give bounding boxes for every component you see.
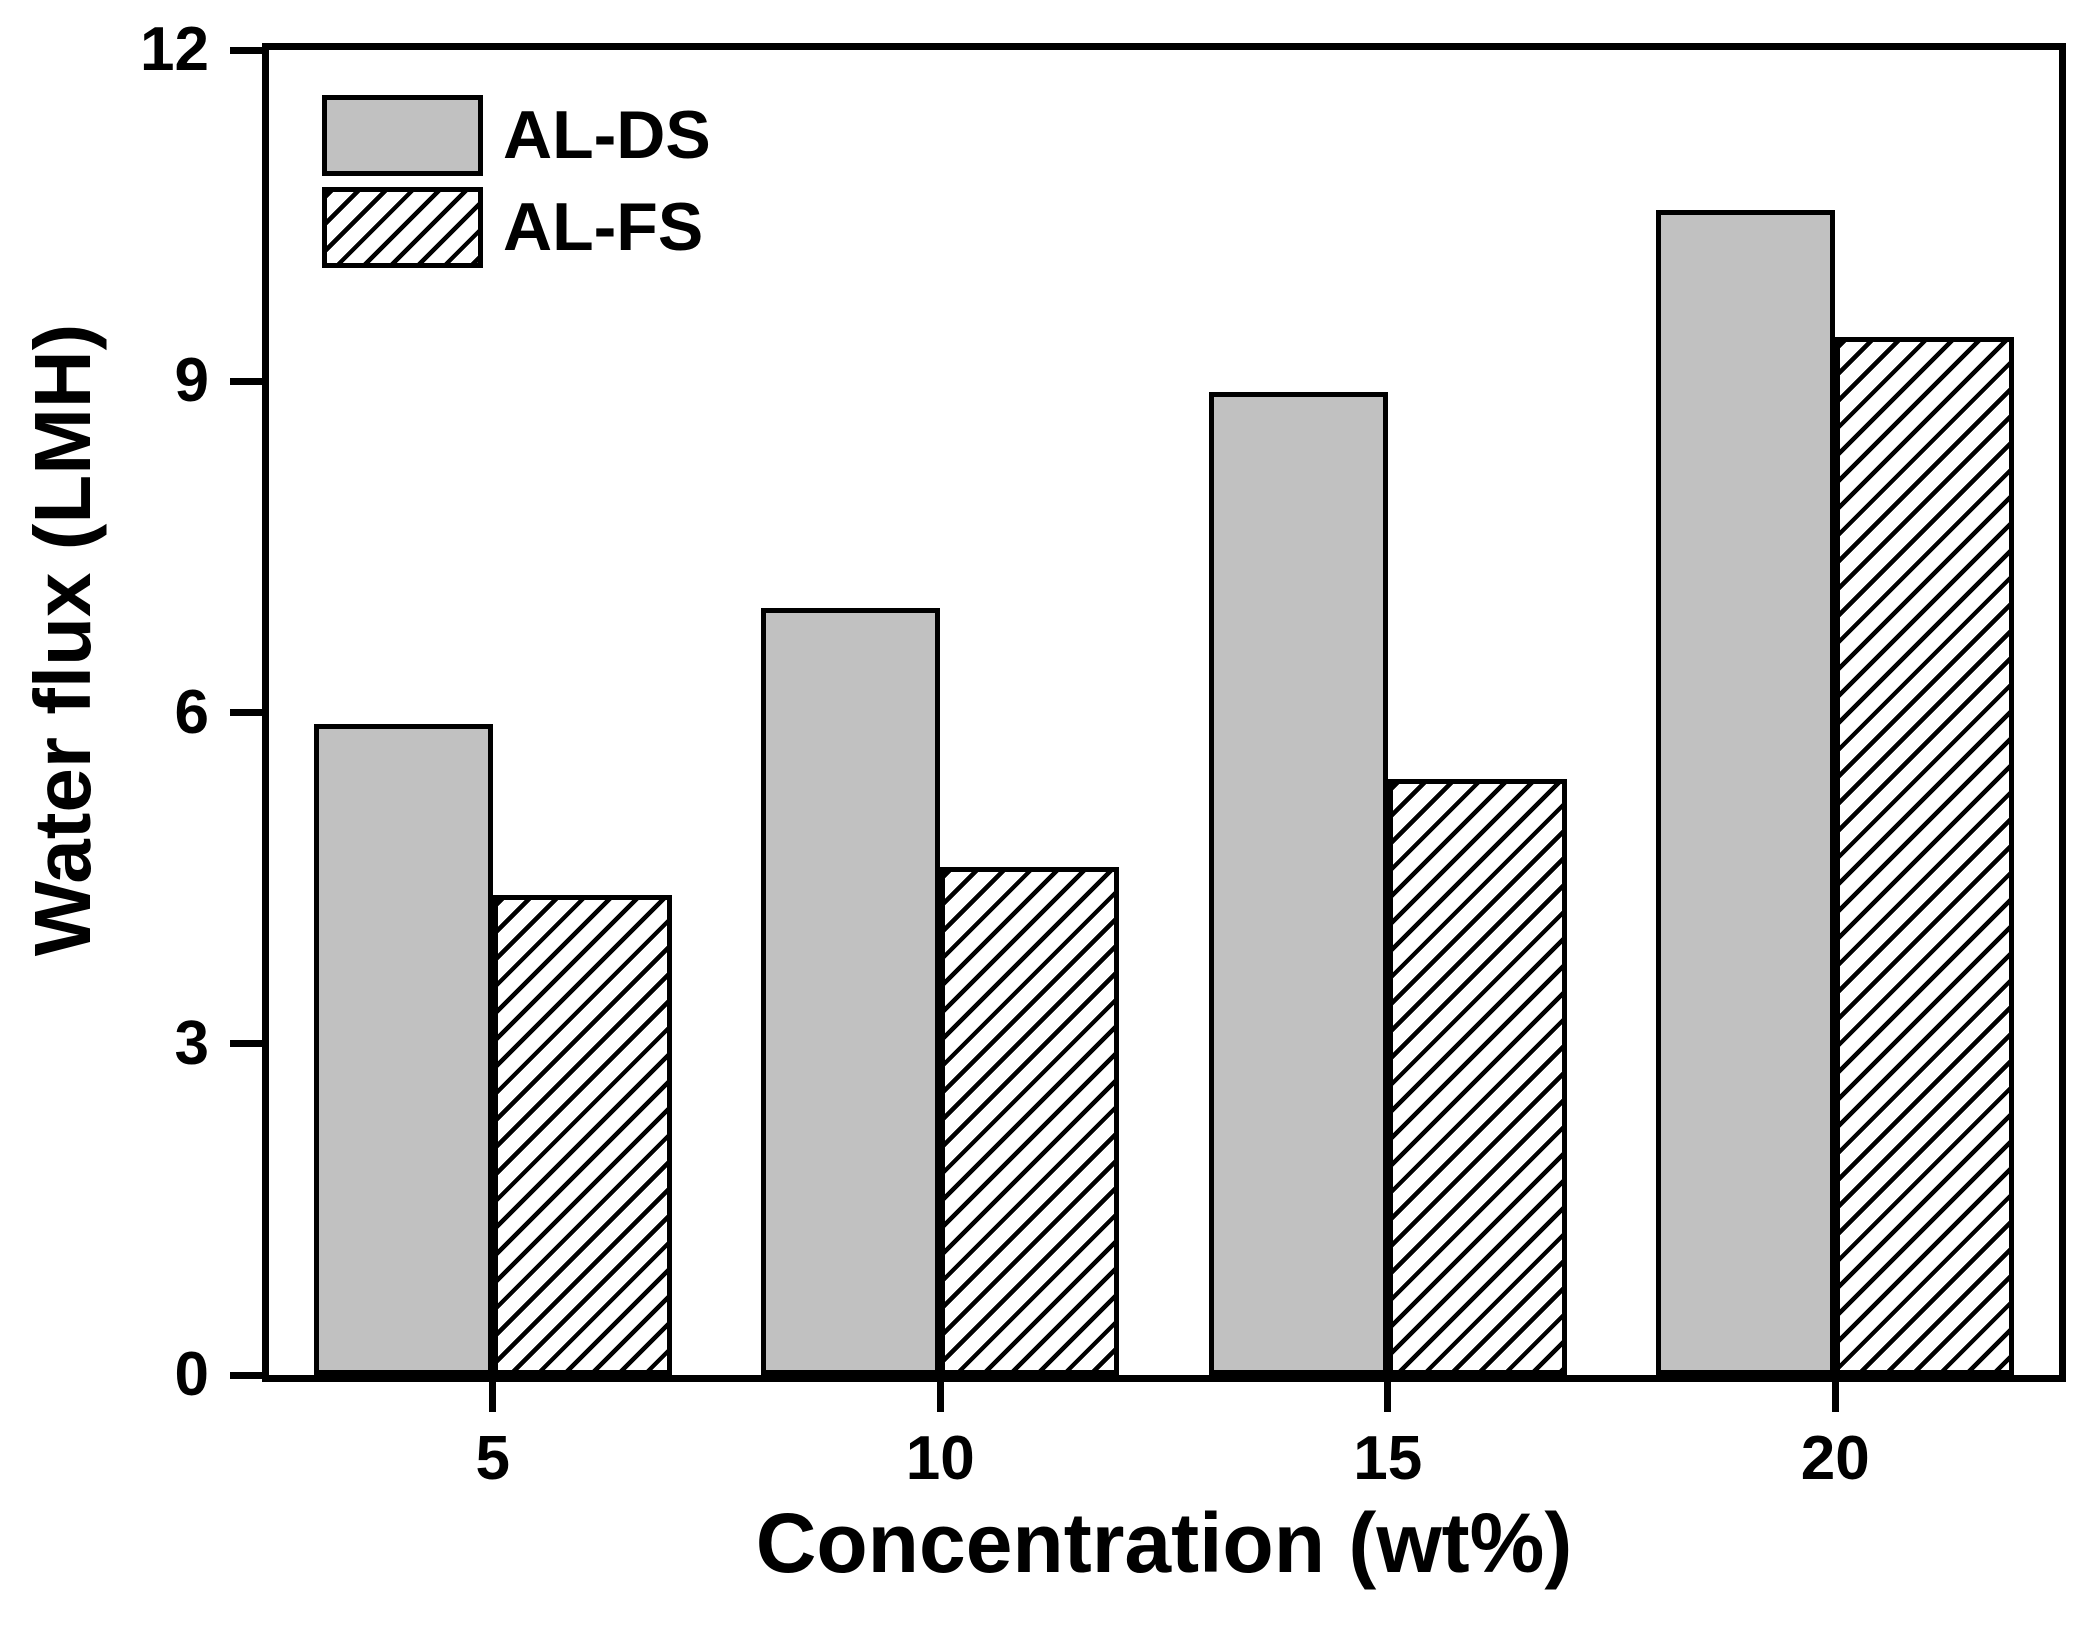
bar-al-fs-10wt xyxy=(940,867,1120,1375)
y-axis-tick-label: 6 xyxy=(174,677,209,747)
bar-al-ds-10wt xyxy=(761,607,941,1375)
y-axis-tick xyxy=(230,1040,262,1048)
x-axis-tick-label: 10 xyxy=(905,1424,975,1493)
x-axis-tick xyxy=(489,1382,497,1412)
y-axis-tick xyxy=(230,1371,262,1379)
legend-swatch-diagonal-hatch xyxy=(322,187,483,268)
bar-al-ds-15wt xyxy=(1208,392,1388,1375)
x-axis-title: Concentration (wt%) xyxy=(755,1496,1573,1590)
y-axis-title: Water flux (LMH) xyxy=(18,323,107,957)
bar-al-fs-20wt xyxy=(1835,337,2015,1375)
legend-item-al-fs: AL-FS xyxy=(322,187,711,268)
legend-label: AL-FS xyxy=(503,189,704,265)
legend-label: AL-DS xyxy=(503,97,711,173)
bar-al-fs-15wt xyxy=(1387,778,1567,1375)
bar-al-ds-5wt xyxy=(313,723,493,1375)
legend: AL-DS AL-FS xyxy=(322,95,711,279)
y-axis-tick-label: 12 xyxy=(140,15,209,84)
y-axis-tick-label: 9 xyxy=(174,346,209,416)
x-axis-tick xyxy=(1831,1382,1839,1412)
legend-swatch-solid-gray xyxy=(322,95,483,176)
legend-item-al-ds: AL-DS xyxy=(322,95,711,176)
bar-al-ds-20wt xyxy=(1656,210,1836,1375)
y-axis-tick xyxy=(230,377,262,385)
x-axis-tick xyxy=(1384,1382,1392,1412)
y-axis-tick xyxy=(230,46,262,54)
bar-al-fs-5wt xyxy=(492,894,672,1375)
x-axis-tick-label: 5 xyxy=(475,1424,510,1493)
plot-area: AL-DS AL-FS 0 3 6 9 12 5 10 15 20 xyxy=(140,15,2066,1493)
y-axis-tick-label: 3 xyxy=(174,1008,209,1078)
y-axis-tick xyxy=(230,709,262,716)
x-axis-tick xyxy=(936,1382,944,1412)
y-axis-tick-label: 0 xyxy=(174,1340,209,1409)
x-axis-tick-label: 15 xyxy=(1353,1424,1423,1493)
x-axis-tick-label: 20 xyxy=(1800,1424,1870,1493)
